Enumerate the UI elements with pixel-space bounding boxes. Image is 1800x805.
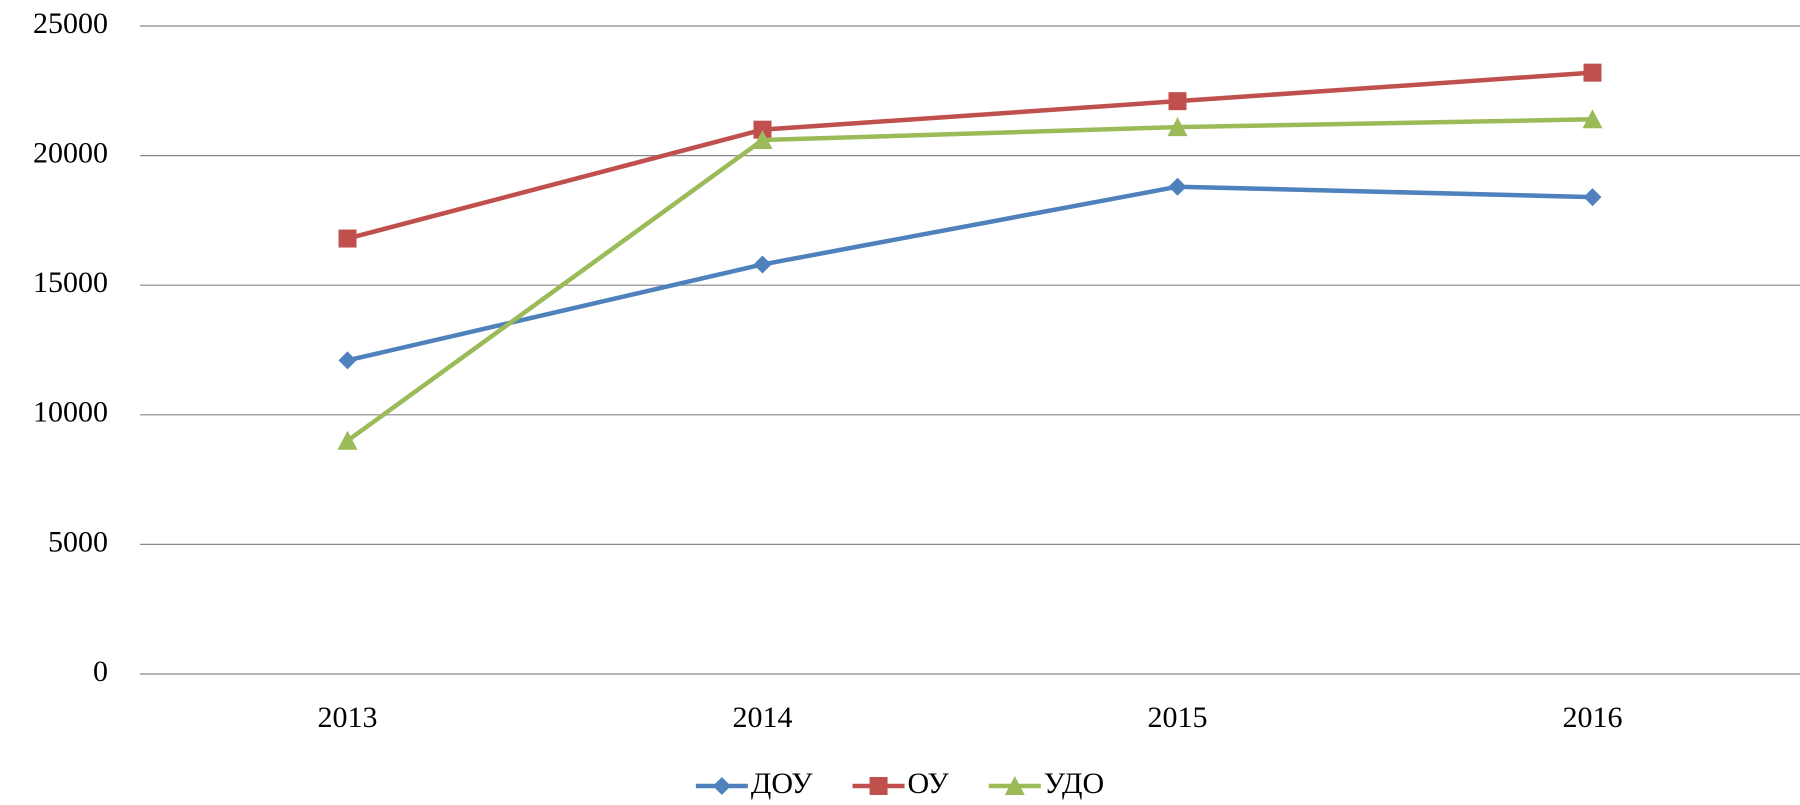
series-line (346, 117, 1593, 443)
x-tick-label: 2016 (1563, 701, 1623, 734)
legend: ДОУ ОУ УДО (695, 767, 1104, 800)
series-line (346, 70, 1593, 241)
y-tick-label: 15000 (33, 266, 108, 299)
marker (1582, 109, 1603, 129)
legend-label: ОУ (908, 767, 950, 800)
marker (338, 229, 357, 248)
marker (752, 130, 773, 150)
x-tick-label: 2015 (1148, 701, 1208, 734)
x-tick-label: 2014 (733, 701, 793, 734)
marker (1583, 188, 1602, 207)
marker (1167, 117, 1188, 137)
marker (1004, 776, 1025, 795)
marker (712, 777, 731, 795)
marker (1168, 177, 1187, 196)
y-tick-label: 20000 (33, 136, 108, 169)
legend-label: УДО (1044, 767, 1104, 800)
y-tick-label: 5000 (48, 525, 108, 558)
x-tick-label: 2013 (318, 701, 378, 734)
marker (753, 255, 772, 274)
y-tick-label: 25000 (33, 7, 108, 40)
y-tick-label: 0 (93, 655, 108, 688)
marker (869, 777, 888, 795)
marker (1583, 63, 1602, 82)
legend-label: ДОУ (751, 767, 813, 800)
marker (1168, 92, 1187, 111)
series-line (346, 184, 1593, 363)
marker (337, 430, 358, 450)
marker (338, 351, 357, 370)
marker (753, 120, 772, 139)
y-tick-label: 10000 (33, 396, 108, 429)
